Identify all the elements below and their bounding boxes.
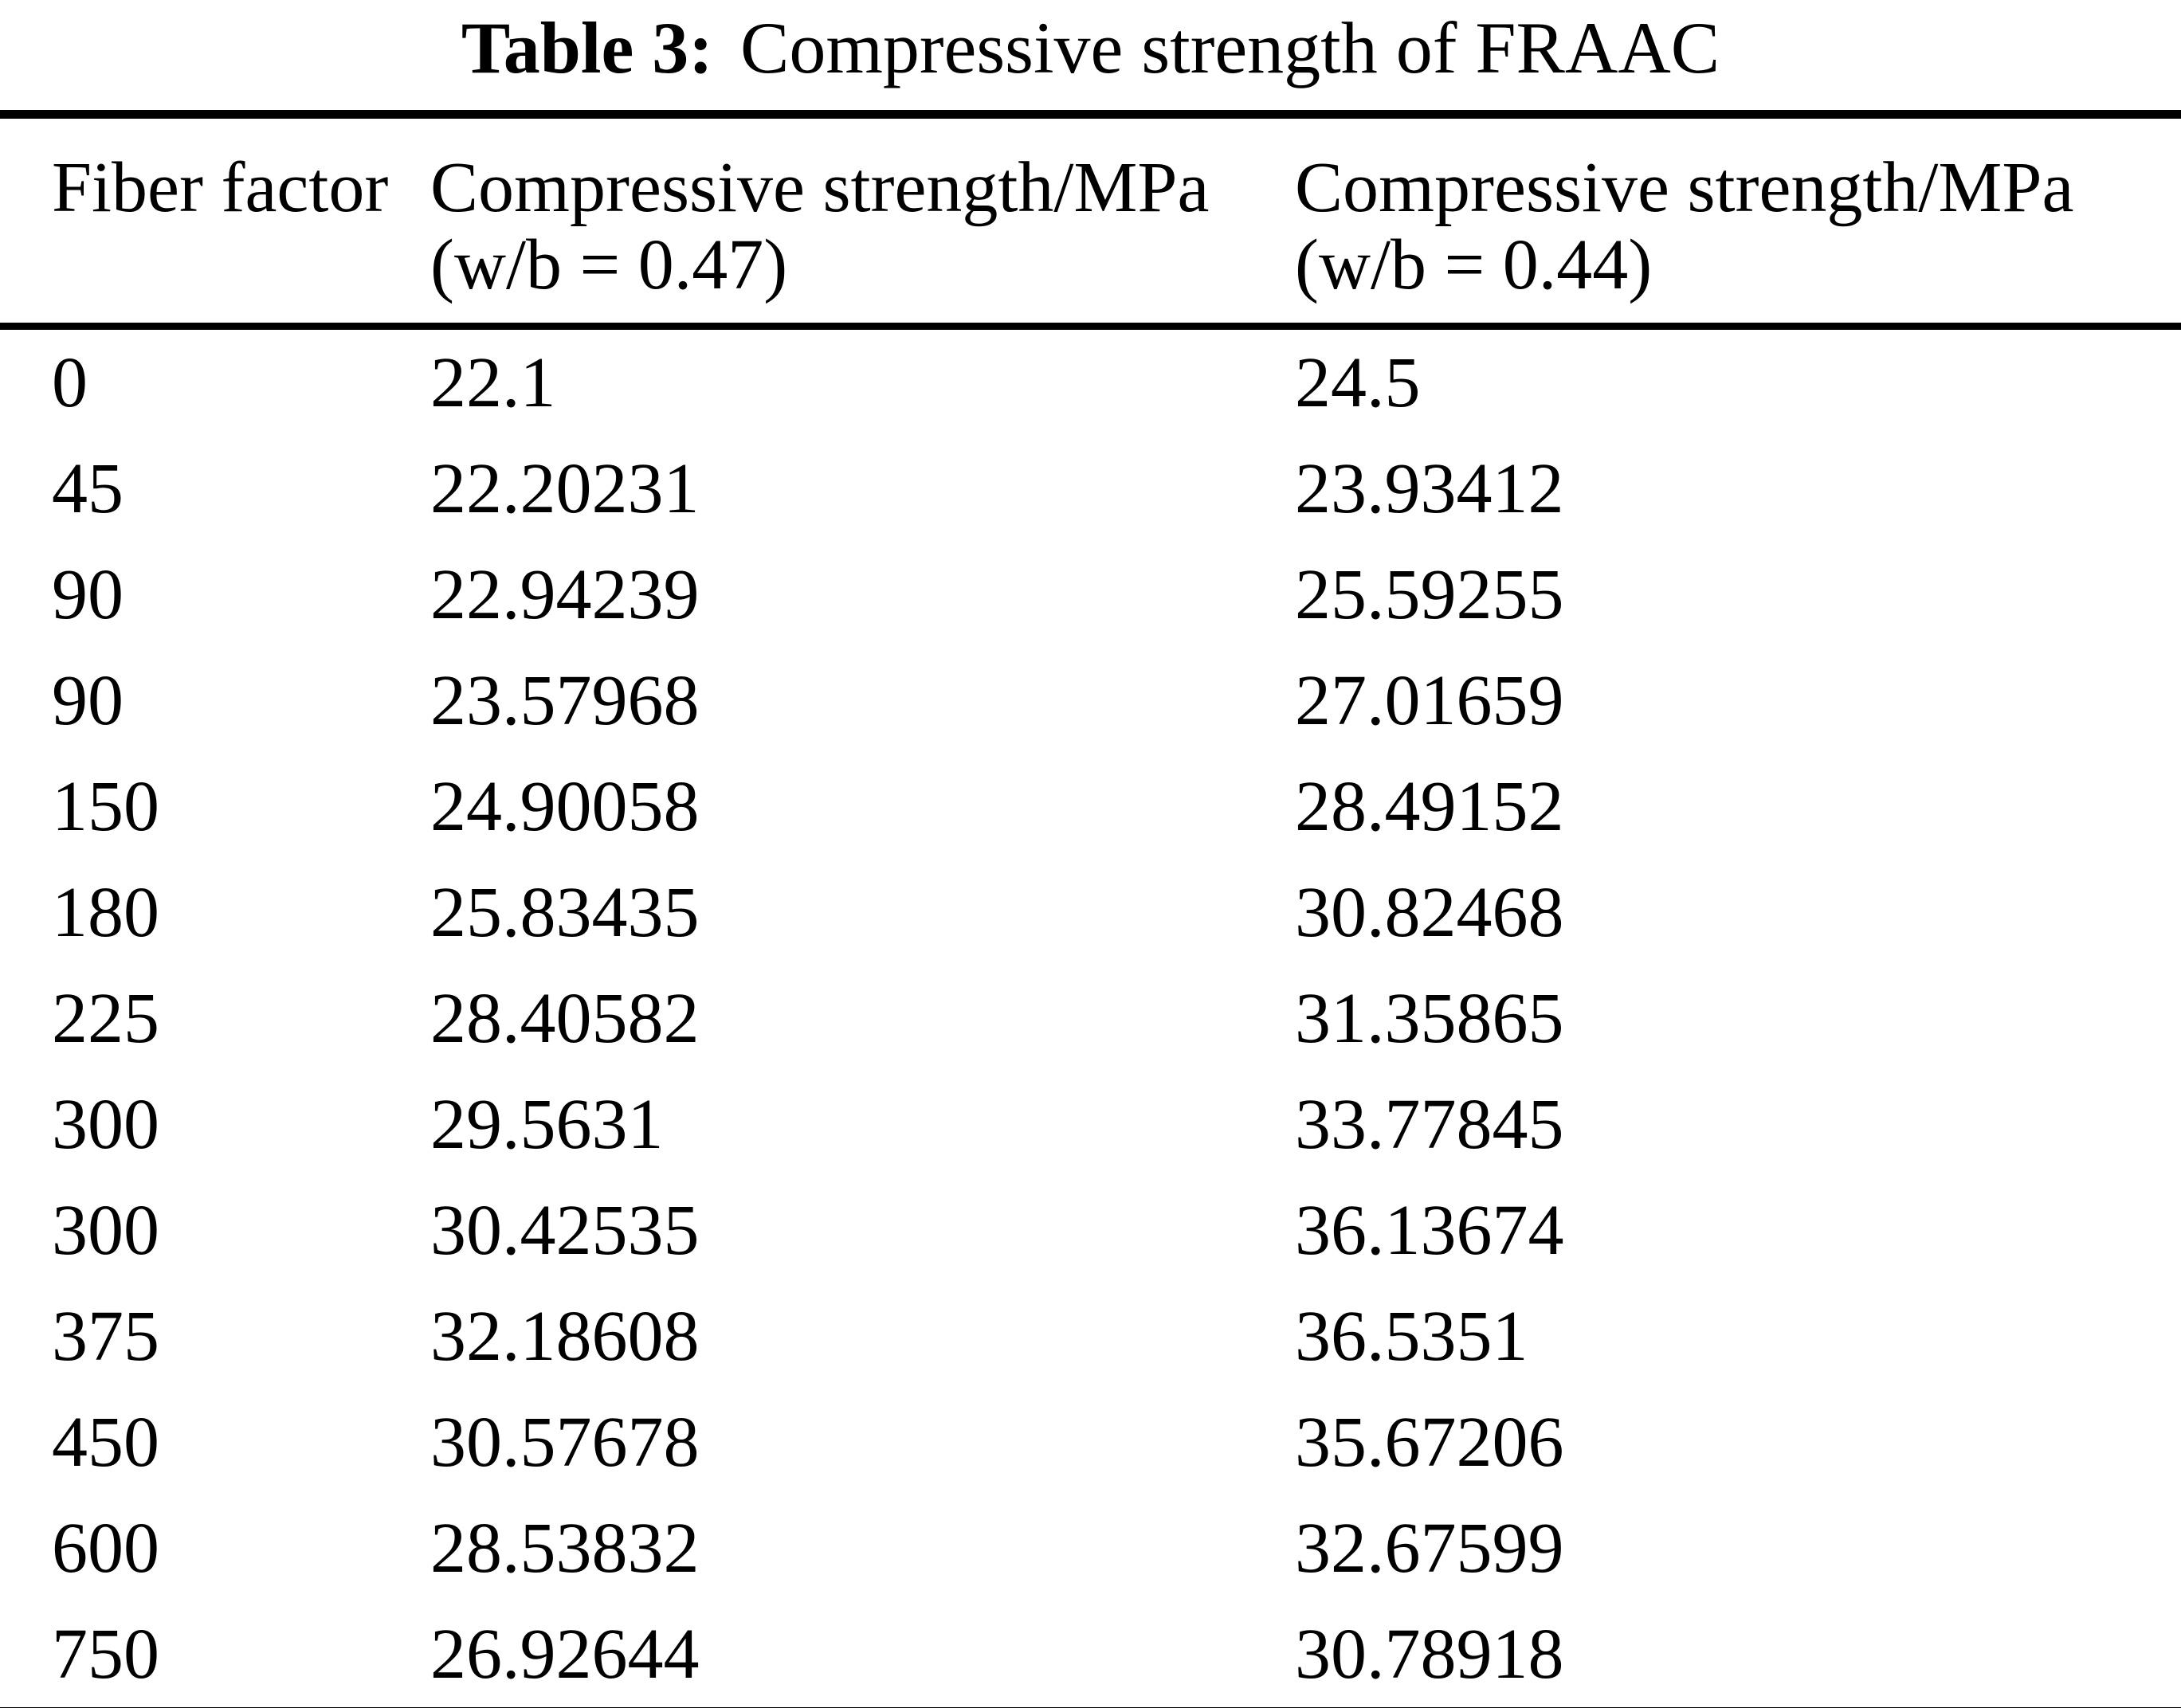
header-fiber-factor: Fiber factor <box>0 114 430 330</box>
table-row: 225 28.40582 31.35865 <box>0 966 2181 1071</box>
strength-wb044-cell: 30.78918 <box>1295 1615 1564 1694</box>
table-row: 750 26.92644 30.78918 <box>0 1601 2181 1708</box>
table-row: 375 32.18608 36.5351 <box>0 1283 2181 1389</box>
table-row: 450 30.57678 35.67206 <box>0 1389 2181 1495</box>
header-subline: (w/b = 0.47) <box>430 225 788 304</box>
strength-wb044-cell: 27.01659 <box>1295 661 1564 740</box>
strength-wb044-cell: 25.59255 <box>1295 555 1564 634</box>
fiber-factor-cell: 150 <box>52 767 159 846</box>
fiber-factor-cell: 45 <box>52 449 124 528</box>
table-row: 90 23.57968 27.01659 <box>0 648 2181 754</box>
fiber-factor-cell: 90 <box>52 661 124 740</box>
fiber-factor-cell: 90 <box>52 555 124 634</box>
strength-wb044-cell: 36.5351 <box>1295 1297 1528 1376</box>
fiber-factor-cell: 225 <box>52 979 159 1058</box>
strength-wb044-cell: 35.67206 <box>1295 1403 1564 1482</box>
header-line: Compressive strength/MPa <box>1295 148 2074 227</box>
strength-wb044-cell: 32.67599 <box>1295 1509 1564 1588</box>
table-caption: Table 3: Compressive strength of FRAAC <box>0 0 2181 110</box>
table-row: 0 22.1 24.5 <box>0 327 2181 437</box>
strength-wb044-cell: 28.49152 <box>1295 767 1564 846</box>
fiber-factor-cell: 600 <box>52 1509 159 1588</box>
table-row: 45 22.20231 23.93412 <box>0 436 2181 542</box>
fiber-factor-cell: 450 <box>52 1403 159 1482</box>
strength-wb047-cell: 30.42535 <box>430 1191 700 1270</box>
strength-wb047-cell: 23.57968 <box>430 661 700 740</box>
fiber-factor-cell: 0 <box>52 343 88 422</box>
compressive-strength-table: Fiber factor Compressive strength/MPa (w… <box>0 110 2181 1708</box>
fiber-factor-cell: 375 <box>52 1297 159 1376</box>
header-line: Fiber factor <box>52 148 389 227</box>
strength-wb044-cell: 36.13674 <box>1295 1191 1564 1270</box>
strength-wb044-cell: 24.5 <box>1295 343 1421 422</box>
table-row: 180 25.83435 30.82468 <box>0 860 2181 966</box>
strength-wb047-cell: 30.57678 <box>430 1403 700 1482</box>
table-row: 300 30.42535 36.13674 <box>0 1177 2181 1283</box>
strength-wb044-cell: 31.35865 <box>1295 979 1564 1058</box>
header-subline: (w/b = 0.44) <box>1295 225 1653 304</box>
strength-wb044-cell: 33.77845 <box>1295 1085 1564 1164</box>
strength-wb047-cell: 25.83435 <box>430 873 700 952</box>
table-row: 150 24.90058 28.49152 <box>0 754 2181 860</box>
strength-wb047-cell: 24.90058 <box>430 767 700 846</box>
strength-wb044-cell: 23.93412 <box>1295 449 1564 528</box>
strength-wb047-cell: 29.5631 <box>430 1085 664 1164</box>
table-row: 90 22.94239 25.59255 <box>0 542 2181 648</box>
strength-wb047-cell: 28.40582 <box>430 979 700 1058</box>
header-row: Fiber factor Compressive strength/MPa (w… <box>0 114 2181 330</box>
strength-wb047-cell: 22.94239 <box>430 555 700 634</box>
strength-wb047-cell: 22.20231 <box>430 449 700 528</box>
header-strength-wb047: Compressive strength/MPa (w/b = 0.47) <box>430 114 1295 330</box>
fiber-factor-cell: 300 <box>52 1085 159 1164</box>
table-row: 600 28.53832 32.67599 <box>0 1495 2181 1601</box>
fiber-factor-cell: 180 <box>52 873 159 952</box>
table-caption-text: Compressive strength of FRAAC <box>739 7 1720 88</box>
strength-wb047-cell: 26.92644 <box>430 1615 700 1694</box>
strength-wb047-cell: 28.53832 <box>430 1509 700 1588</box>
strength-wb044-cell: 30.82468 <box>1295 873 1564 952</box>
strength-wb047-cell: 32.18608 <box>430 1297 700 1376</box>
table-caption-label: Table 3: <box>461 7 713 88</box>
fiber-factor-cell: 750 <box>52 1615 159 1694</box>
header-line: Compressive strength/MPa <box>430 148 1210 227</box>
strength-wb047-cell: 22.1 <box>430 343 556 422</box>
fiber-factor-cell: 300 <box>52 1191 159 1270</box>
table-row: 300 29.5631 33.77845 <box>0 1071 2181 1177</box>
header-strength-wb044: Compressive strength/MPa (w/b = 0.44) <box>1295 114 2181 330</box>
